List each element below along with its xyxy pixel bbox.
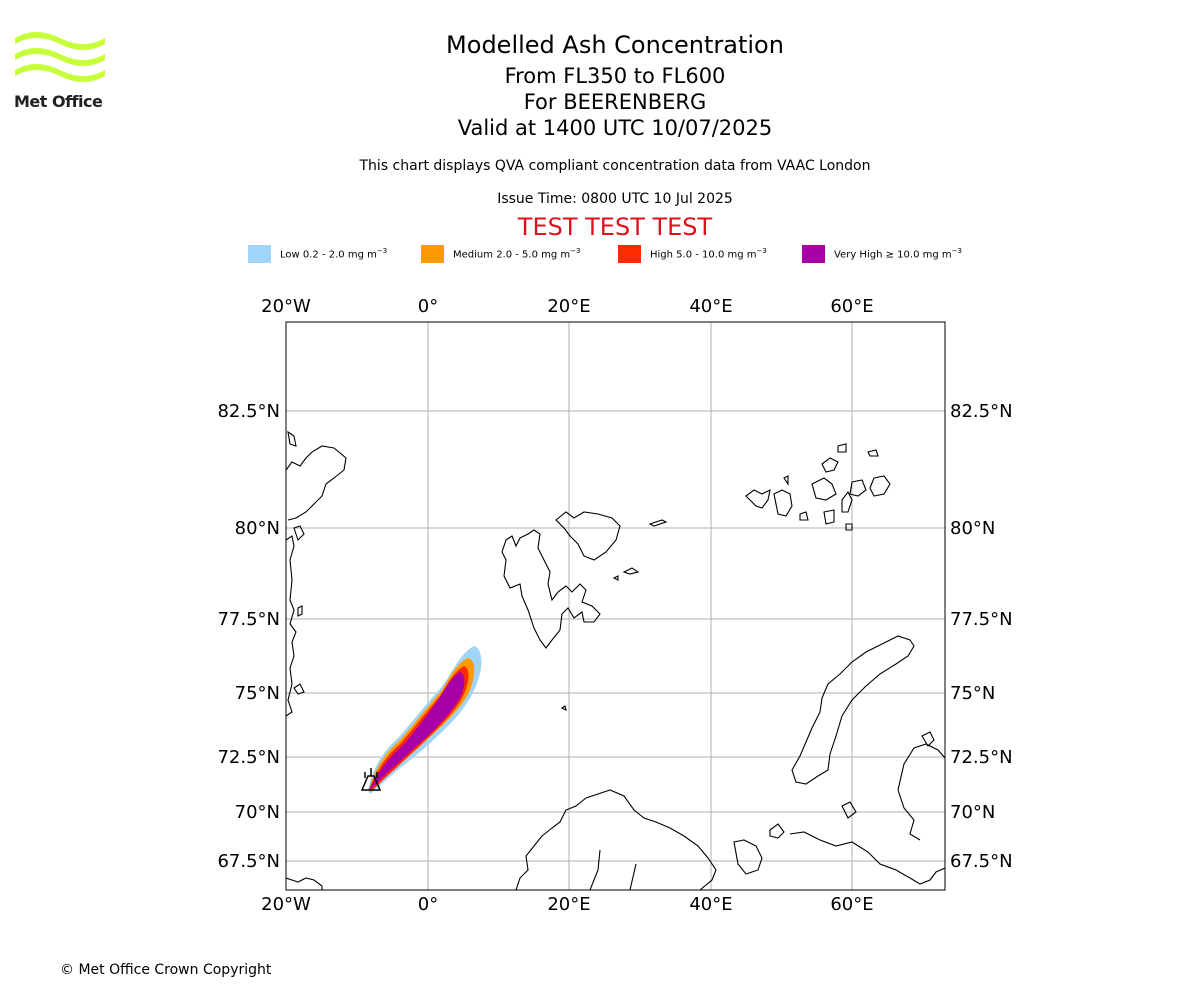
lon-tick-label: 60°E — [830, 894, 873, 915]
lat-tick-label: 72.5°N — [950, 747, 1013, 768]
lat-labels-left: 82.5°N 80°N 77.5°N 75°N 72.5°N 70°N 67.5… — [217, 401, 280, 872]
legend-swatch — [802, 245, 825, 263]
logo-waves-icon — [15, 32, 105, 82]
map-gridlines — [286, 322, 945, 890]
coastline-franz-josef — [745, 489, 771, 509]
lon-tick-label: 0° — [418, 894, 438, 915]
lon-tick-label: 20°E — [547, 894, 590, 915]
flight-levels: From FL350 to FL600 — [504, 64, 726, 88]
plume-very-high — [370, 672, 465, 790]
valid-time: Valid at 1400 UTC 10/07/2025 — [457, 116, 773, 140]
lat-tick-label: 67.5°N — [950, 851, 1013, 872]
lon-tick-label: 40°E — [689, 296, 732, 317]
legend-item-very-high: Very High ≥ 10.0 mg m−3 — [802, 244, 962, 264]
volcano-icon — [360, 768, 382, 791]
lat-tick-label: 70°N — [950, 802, 995, 823]
coastline-scandinavia — [515, 789, 717, 890]
copyright: © Met Office Crown Copyright — [60, 962, 272, 978]
lat-tick-label: 77.5°N — [217, 609, 280, 630]
lon-tick-label: 60°E — [830, 296, 873, 317]
qva-note: This chart displays QVA compliant concen… — [359, 158, 871, 174]
lat-tick-label: 77.5°N — [950, 609, 1013, 630]
issue-time: Issue Time: 0800 UTC 10 Jul 2025 — [497, 191, 733, 207]
lat-tick-label: 82.5°N — [950, 401, 1013, 422]
legend-item-low: Low 0.2 - 2.0 mg m−3 — [248, 244, 387, 264]
lat-tick-label: 82.5°N — [217, 401, 280, 422]
legend-swatch — [421, 245, 444, 263]
lat-labels-right: 82.5°N 80°N 77.5°N 75°N 72.5°N 70°N 67.5… — [950, 401, 1013, 872]
coastline-novaya-zemlya — [791, 635, 915, 785]
test-banner: TEST TEST TEST — [517, 213, 713, 241]
lon-labels-top: 20°W 0° 20°E 40°E 60°E — [261, 296, 873, 317]
lat-tick-label: 80°N — [235, 518, 280, 539]
lon-tick-label: 40°E — [689, 894, 732, 915]
lat-tick-label: 80°N — [950, 518, 995, 539]
legend-label: Low 0.2 - 2.0 mg m−3 — [280, 247, 388, 261]
legend-item-medium: Medium 2.0 - 5.0 mg m−3 — [421, 244, 580, 264]
lon-tick-label: 20°W — [261, 296, 311, 317]
legend-item-high: High 5.0 - 10.0 mg m−3 — [618, 244, 767, 264]
legend-label: High 5.0 - 10.0 mg m−3 — [650, 247, 767, 261]
lat-tick-label: 75°N — [950, 683, 995, 704]
volcano-name: For BEERENBERG — [523, 90, 707, 114]
lon-tick-label: 20°W — [261, 894, 311, 915]
legend-label: Medium 2.0 - 5.0 mg m−3 — [453, 247, 581, 261]
met-office-logo: Met Office — [14, 30, 106, 112]
lat-tick-label: 67.5°N — [217, 851, 280, 872]
legend-swatch — [248, 245, 271, 263]
lat-tick-label: 75°N — [235, 683, 280, 704]
map-frame — [285, 321, 946, 891]
ash-plume — [368, 646, 482, 794]
lon-tick-label: 0° — [418, 296, 438, 317]
lon-tick-label: 20°E — [547, 296, 590, 317]
coastlines — [286, 430, 945, 890]
logo-text: Met Office — [14, 92, 103, 111]
lon-labels-bottom: 20°W 0° 20°E 40°E 60°E — [261, 894, 873, 915]
chart-title: Modelled Ash Concentration — [446, 31, 784, 59]
lat-tick-label: 72.5°N — [217, 747, 280, 768]
coastline-greenland — [286, 445, 347, 717]
legend-label: Very High ≥ 10.0 mg m−3 — [834, 247, 962, 261]
lat-tick-label: 70°N — [235, 802, 280, 823]
coastline-svalbard — [501, 529, 601, 649]
legend-swatch — [618, 245, 641, 263]
